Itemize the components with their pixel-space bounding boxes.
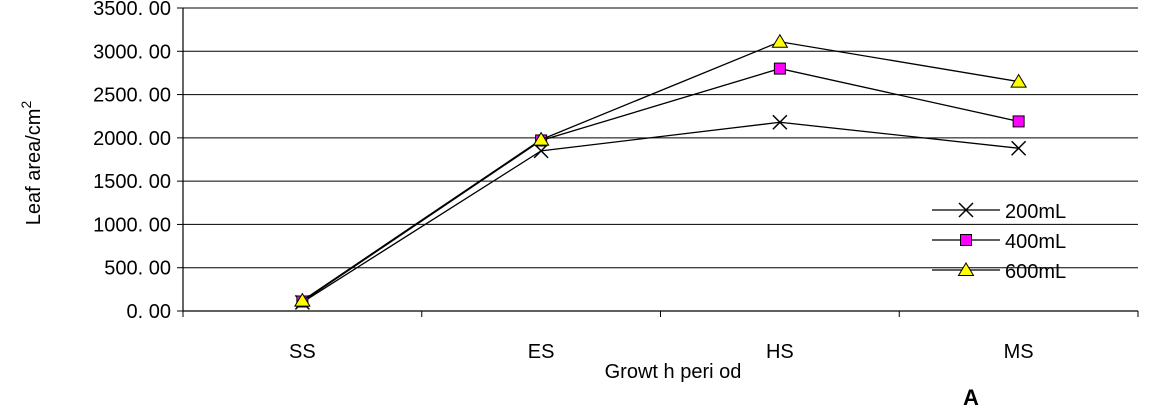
legend-label: 600mL (1005, 261, 1066, 283)
y-axis-title-main: Leaf area/cm (23, 109, 45, 226)
data-point-400mL-MS (1013, 116, 1024, 127)
x-tick-labels: SS ES HS MS (289, 341, 1034, 363)
x-tick-label: HS (766, 341, 794, 363)
y-tick-label: 2500. 00 (93, 85, 171, 107)
legend-marker (959, 263, 974, 276)
panel-label: A (963, 385, 979, 409)
legend-label: 400mL (1005, 231, 1066, 253)
y-tick-label: 1000. 00 (93, 214, 171, 236)
y-axis-title-group: Leaf area/cm2 (18, 101, 45, 226)
x-axis-title: Growt h peri od (605, 361, 742, 383)
x-tick-label: SS (289, 341, 316, 363)
data-point-400mL-HS (774, 63, 785, 74)
legend-entry: 400mL (932, 231, 1066, 253)
legend-entry: 600mL (932, 261, 1066, 283)
legend: 200mL 400mL 600mL (932, 201, 1066, 283)
y-axis-title-superscript: 2 (18, 101, 34, 109)
y-tick-label: 3000. 00 (93, 41, 171, 63)
y-tick-label: 3500. 00 (93, 0, 171, 20)
y-tick-label: 500. 00 (104, 258, 171, 280)
gridlines (183, 8, 1138, 268)
data-point-600mL-HS (772, 35, 787, 48)
y-axis-title: Leaf area/cm2 (18, 101, 45, 226)
legend-label: 200mL (1005, 201, 1066, 223)
series-line-200mL (302, 122, 1018, 302)
x-tick-label: ES (528, 341, 555, 363)
legend-marker (961, 235, 972, 246)
legend-entry: 200mL (932, 201, 1066, 223)
y-tick-label: 2000. 00 (93, 128, 171, 150)
y-tick-label: 0. 00 (127, 301, 171, 323)
x-tick-label: MS (1004, 341, 1034, 363)
series-line-400mL (302, 69, 1018, 302)
y-tick-labels: 0. 00 500. 00 1000. 00 1500. 00 2000. 00 2500… (93, 0, 171, 323)
y-tick-label: 1500. 00 (93, 171, 171, 193)
series-line-600mL (302, 42, 1018, 301)
